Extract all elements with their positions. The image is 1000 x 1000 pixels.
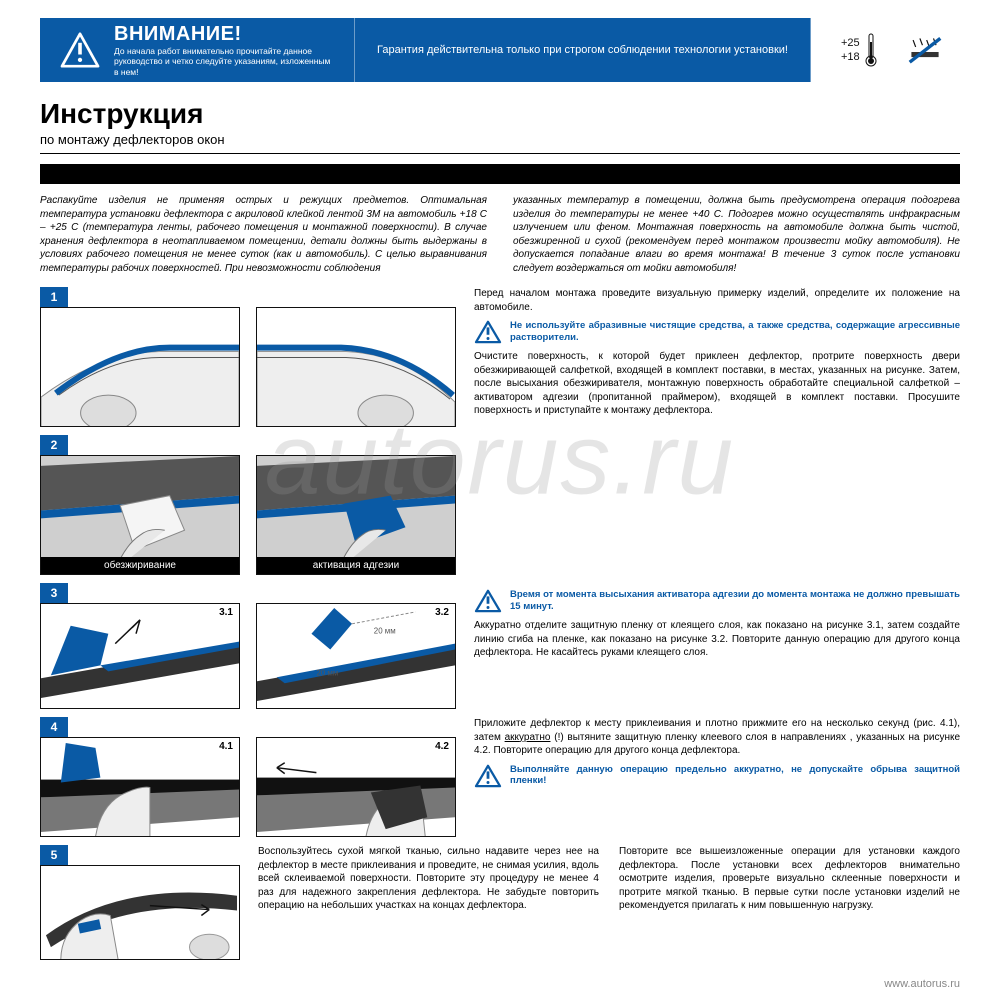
intro-right: указанных температур в помещении, должна…: [513, 194, 960, 275]
header-conditions: +25 +18: [811, 18, 960, 82]
step5-image: [40, 865, 240, 960]
thermometer-icon: [864, 32, 878, 68]
peel-film-illustration: [41, 604, 239, 709]
step-number: 2: [40, 435, 68, 455]
step4-image-b: 4.2: [256, 737, 456, 837]
step5-text-left: Воспользуйтесь сухой мягкой тканью, силь…: [258, 845, 599, 913]
alert3-text: Выполняйте данную операцию предельно акк…: [510, 764, 960, 788]
warning-subtitle: До начала работ внимательно прочитайте д…: [114, 46, 334, 78]
guarantee-text: Гарантия действительна только при строго…: [377, 43, 788, 58]
step-4-row: 4 4.1 4.2: [40, 717, 960, 837]
step-1-row: 1: [40, 287, 960, 427]
step2-image-b: активация адгезии: [256, 455, 456, 575]
fold-line-illustration: 20 мм 20 мм: [257, 604, 455, 709]
page-title: Инструкция: [40, 98, 960, 130]
no-rain-icon: [908, 35, 942, 66]
header-guarantee: Гарантия действительна только при строго…: [355, 18, 811, 82]
step1-text-col: Перед началом монтажа проведите визуальн…: [474, 287, 960, 424]
step-3-row: 3 3.1 3.2: [40, 583, 960, 709]
step5-text-cols: Воспользуйтесь сухой мягкой тканью, силь…: [258, 845, 960, 913]
page-subtitle: по монтажу дефлекторов окон: [40, 132, 960, 147]
step-5-row: 5 Воспользуйтесь сухой мягкой тканью, си…: [40, 845, 960, 960]
intro-text: Распакуйте изделия не применяя острых и …: [40, 194, 960, 275]
alert1-text: Не используйте абразивные чистящие средс…: [510, 320, 960, 344]
step1-image-b: [256, 307, 456, 427]
warning-triangle-icon: [474, 589, 502, 613]
footer-url: www.autorus.ru: [884, 978, 960, 990]
step3-image-b: 3.2 20 мм 20 мм: [256, 603, 456, 709]
alert-1: Не используйте абразивные чистящие средс…: [474, 320, 960, 344]
car-front-illustration: [41, 308, 239, 427]
step3-text: Аккуратно отделите защитную пленку от кл…: [474, 619, 960, 660]
fig-label: 4.2: [435, 741, 449, 752]
warning-triangle-icon: [474, 764, 502, 788]
intro-left: Распакуйте изделия не применяя острых и …: [40, 194, 487, 275]
temp-low: +18: [841, 50, 860, 64]
title-rule: [40, 153, 960, 154]
instruction-sheet: ВНИМАНИЕ! До начала работ внимательно пр…: [0, 0, 1000, 1000]
step1-image: [40, 307, 240, 427]
alert-3: Выполняйте данную операцию предельно акк…: [474, 764, 960, 788]
wipe-deflector-illustration: [41, 866, 239, 960]
fig-label: 4.1: [219, 741, 233, 752]
fig-label: 3.2: [435, 607, 449, 618]
step2-caption-a: обезжиривание: [41, 557, 239, 574]
step5-text-right: Повторите все вышеизложенные операции дл…: [619, 845, 960, 913]
step2-text: Очистите поверхность, к которой будет пр…: [474, 350, 960, 418]
step4-image-a: 4.1: [40, 737, 240, 837]
step-number: 5: [40, 845, 68, 865]
svg-text:20 мм: 20 мм: [374, 627, 396, 636]
step4-text-col: Приложите дефлектор к месту приклеивания…: [474, 717, 960, 794]
warning-title: ВНИМАНИЕ!: [114, 23, 334, 46]
step3-text-col: Время от момента высыхания активатора ад…: [474, 583, 960, 666]
alert2-text: Время от момента высыхания активатора ад…: [510, 589, 960, 613]
step3-image-a: 3.1: [40, 603, 240, 709]
pull-film-illustration: [257, 738, 455, 837]
press-deflector-illustration: [41, 738, 239, 837]
header-bar: ВНИМАНИЕ! До начала работ внимательно пр…: [40, 18, 960, 82]
car-rear-illustration: [257, 308, 455, 427]
fig-label: 3.1: [219, 607, 233, 618]
title-block: Инструкция по монтажу дефлекторов окон: [40, 98, 960, 154]
black-strip: [40, 164, 960, 184]
step2-image-a: обезжиривание: [40, 455, 240, 575]
step-number: 3: [40, 583, 68, 603]
header-warning: ВНИМАНИЕ! До начала работ внимательно пр…: [40, 18, 355, 82]
step-number: 4: [40, 717, 68, 737]
step-2-row: 2 обезжиривание: [40, 435, 960, 575]
temp-high: +25: [841, 36, 860, 50]
svg-text:20 мм: 20 мм: [316, 668, 338, 677]
alert-2: Время от момента высыхания активатора ад…: [474, 589, 960, 613]
temperature-range: +25 +18: [841, 32, 878, 68]
step4-text: Приложите дефлектор к месту приклеивания…: [474, 717, 960, 758]
steps: 1: [40, 287, 960, 960]
step1-text: Перед началом монтажа проведите визуальн…: [474, 287, 960, 314]
warning-triangle-icon: [60, 32, 100, 68]
warning-triangle-icon: [474, 320, 502, 344]
step-number: 1: [40, 287, 68, 307]
step2-caption-b: активация адгезии: [257, 557, 455, 574]
